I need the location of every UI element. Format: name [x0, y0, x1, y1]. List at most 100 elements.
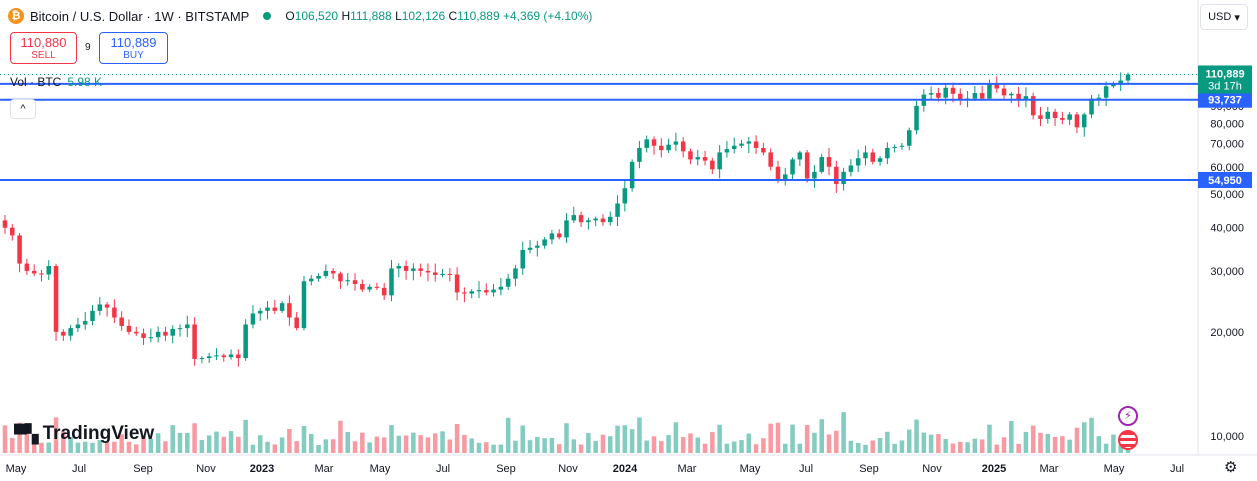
- candle: [396, 265, 402, 269]
- volume-bar: [367, 442, 372, 453]
- price-tick-label: 80,000: [1210, 119, 1244, 131]
- tradingview-logo[interactable]: ▀▚ TradingView: [14, 423, 155, 444]
- horizontal-line-label-bg: [1198, 171, 1252, 188]
- candle: [316, 276, 321, 279]
- volume-bar: [1081, 422, 1087, 453]
- candle: [498, 286, 504, 290]
- candle: [236, 354, 241, 359]
- volume-bar: [928, 434, 934, 453]
- candle: [170, 328, 175, 336]
- volume-bar: [272, 444, 278, 453]
- volume-bar: [659, 441, 664, 453]
- volume-bar: [484, 442, 489, 453]
- candle: [1030, 96, 1036, 116]
- volume-bar: [739, 440, 744, 453]
- candle: [126, 325, 132, 332]
- candle: [265, 307, 270, 311]
- candle: [345, 280, 350, 282]
- candle: [834, 166, 839, 184]
- volume-bar: [491, 444, 496, 453]
- candle: [141, 333, 146, 338]
- candle: [1001, 88, 1007, 96]
- buy-button[interactable]: 110,889 BUY: [99, 32, 168, 64]
- candle: [61, 331, 66, 336]
- symbol-title[interactable]: Bitcoin / U.S. Dollar · 1W · BITSTAMP: [30, 8, 250, 24]
- time-tick-label: 2025: [982, 463, 1006, 475]
- volume-bar: [17, 422, 22, 453]
- volume-bar: [702, 443, 708, 453]
- volume-bar: [637, 417, 642, 453]
- low-value: 102,126: [401, 9, 446, 23]
- candle: [877, 158, 883, 162]
- time-tick-label: Sep: [496, 463, 516, 475]
- candle: [1016, 93, 1021, 100]
- volume-bar: [141, 435, 146, 453]
- candle: [702, 157, 708, 161]
- settings-gear-icon[interactable]: ⚙: [1224, 459, 1238, 476]
- volume-bar: [629, 429, 635, 453]
- volume-bar: [848, 440, 854, 453]
- volume-bar: [469, 438, 474, 453]
- candle: [257, 310, 263, 314]
- last-price-label: 110,889: [1205, 68, 1244, 80]
- sell-button[interactable]: 110,880 SELL: [10, 32, 77, 64]
- volume-bar: [462, 434, 467, 453]
- candle: [330, 270, 336, 274]
- currency-select[interactable]: USD ▾: [1200, 4, 1248, 30]
- volume-bar: [877, 438, 883, 453]
- candle: [943, 87, 948, 98]
- volume-bar: [936, 434, 941, 453]
- candle: [666, 144, 671, 151]
- candle: [17, 235, 22, 264]
- collapse-legend-button[interactable]: ^: [10, 99, 36, 119]
- volume-bar: [119, 434, 124, 453]
- candle: [790, 159, 795, 175]
- volume-bar: [1089, 417, 1094, 453]
- candle: [885, 147, 890, 159]
- candle: [637, 147, 642, 162]
- candle: [1089, 98, 1094, 115]
- volume-bar: [666, 435, 671, 453]
- market-status-icon[interactable]: [263, 12, 272, 20]
- time-tick-label: Nov: [558, 463, 578, 475]
- volume-bar: [615, 425, 620, 453]
- high-value: 111,888: [350, 9, 392, 23]
- candle: [826, 157, 832, 167]
- candle: [112, 307, 117, 318]
- candle: [192, 324, 197, 359]
- us-flag-icon[interactable]: [1118, 430, 1138, 450]
- time-tick-label: Jul: [436, 463, 450, 475]
- candle: [272, 307, 278, 311]
- volume-bar: [396, 435, 402, 453]
- volume-bar: [68, 437, 73, 453]
- volume-bar: [797, 443, 803, 453]
- volume-bar: [112, 441, 117, 453]
- candle: [119, 317, 124, 326]
- candle: [301, 281, 307, 329]
- volume-bar: [476, 442, 482, 453]
- candle: [513, 268, 518, 279]
- volume-bar: [1023, 431, 1029, 453]
- volume-bar: [600, 434, 606, 453]
- candle: [46, 265, 52, 275]
- candle: [928, 93, 934, 95]
- spread-value: 9: [85, 42, 91, 53]
- candle: [411, 268, 416, 271]
- candle: [505, 278, 511, 287]
- volume-bar: [221, 436, 227, 453]
- candle: [914, 105, 919, 131]
- volume-bar: [82, 441, 88, 453]
- lightning-icon[interactable]: ⚡: [1118, 406, 1138, 426]
- candle: [586, 220, 591, 223]
- time-tick-label: Mar: [315, 463, 334, 475]
- volume-bar: [535, 437, 540, 453]
- candle: [819, 157, 824, 172]
- candle: [717, 152, 722, 170]
- candle: [848, 165, 854, 172]
- ohlc-readout: O106,520 H111,888 L102,126 C110,889 +4,3…: [285, 9, 593, 23]
- candle: [75, 324, 81, 329]
- volume-bar: [418, 435, 423, 453]
- candle: [659, 145, 664, 151]
- candle: [338, 273, 343, 282]
